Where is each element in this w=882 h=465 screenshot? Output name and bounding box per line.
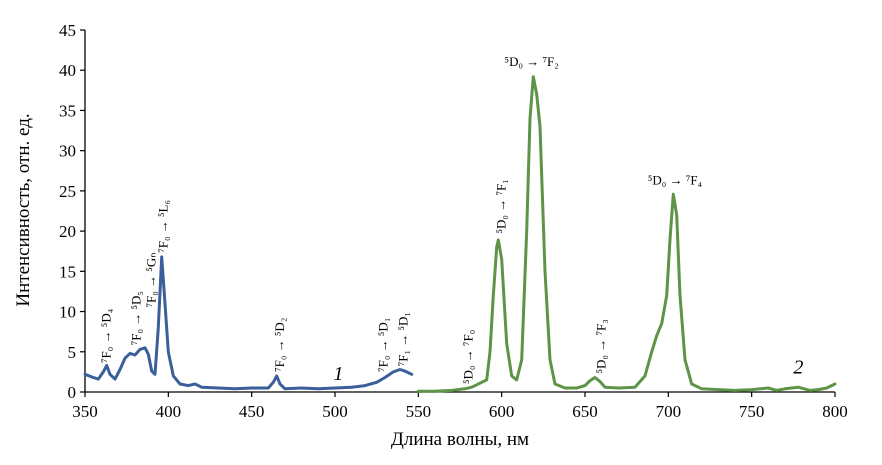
y-tick-label: 45 bbox=[59, 21, 76, 40]
y-tick-label: 20 bbox=[59, 222, 76, 241]
y-tick-label: 30 bbox=[59, 142, 76, 161]
x-tick-label: 650 bbox=[572, 402, 598, 421]
y-tick-label: 40 bbox=[59, 61, 76, 80]
transition-annotation: ⁷F₀ → ⁵D₄ bbox=[99, 308, 114, 363]
y-tick-label: 35 bbox=[59, 101, 76, 120]
x-tick-label: 500 bbox=[322, 402, 348, 421]
y-tick-label: 25 bbox=[59, 182, 76, 201]
y-axis-label: Интенсивность, отн. ед. bbox=[13, 113, 34, 306]
transition-annotation: ⁵D₀ → ⁷F₀ bbox=[460, 330, 475, 384]
x-tick-label: 700 bbox=[656, 402, 682, 421]
x-axis-label: Длина волны, нм bbox=[391, 429, 529, 450]
transition-annotation: ⁷F₁ → ⁵D₁ bbox=[395, 312, 410, 366]
series-label-1: 1 bbox=[333, 363, 343, 385]
transition-annotation: ⁷F₀ → ⁵D₂ bbox=[272, 318, 287, 372]
x-tick-label: 600 bbox=[489, 402, 515, 421]
x-tick-label: 800 bbox=[822, 402, 848, 421]
y-tick-label: 5 bbox=[68, 343, 77, 362]
x-tick-label: 400 bbox=[156, 402, 182, 421]
transition-annotation: ⁵D₀ → ⁷F₂ bbox=[505, 54, 559, 69]
y-tick-label: 10 bbox=[59, 303, 76, 322]
transition-annotation: ⁵D₀ → ⁷F₄ bbox=[648, 172, 703, 187]
transition-annotation: ⁷F₀ → ⁵Gₙ bbox=[144, 253, 159, 308]
transition-annotation: ⁷F₀ → ⁵D₅ bbox=[129, 291, 144, 345]
series-line-2 bbox=[416, 75, 837, 393]
x-tick-label: 350 bbox=[72, 402, 98, 421]
transition-annotation: ⁵D₀ → ⁷F₃ bbox=[594, 319, 609, 373]
series-label-2: 2 bbox=[793, 356, 803, 378]
transition-annotation: ⁷F₀ → ⁵L₆ bbox=[155, 200, 170, 253]
chart-axes: 0 5 10 15 20 25 30 35 40 45 350 400 450 500 550 600 650 7… bbox=[59, 21, 848, 421]
x-tick-label: 450 bbox=[239, 402, 265, 421]
series-line-1 bbox=[83, 255, 414, 391]
y-tick-label: 15 bbox=[59, 262, 76, 281]
transition-annotation: ⁵D₀ → ⁷F₁ bbox=[494, 179, 509, 233]
x-tick-label: 750 bbox=[739, 402, 765, 421]
x-tick-label: 550 bbox=[406, 402, 432, 421]
transition-annotation: ⁷F₀ → ⁵D₁ bbox=[375, 318, 390, 372]
y-tick-label: 0 bbox=[68, 383, 77, 402]
